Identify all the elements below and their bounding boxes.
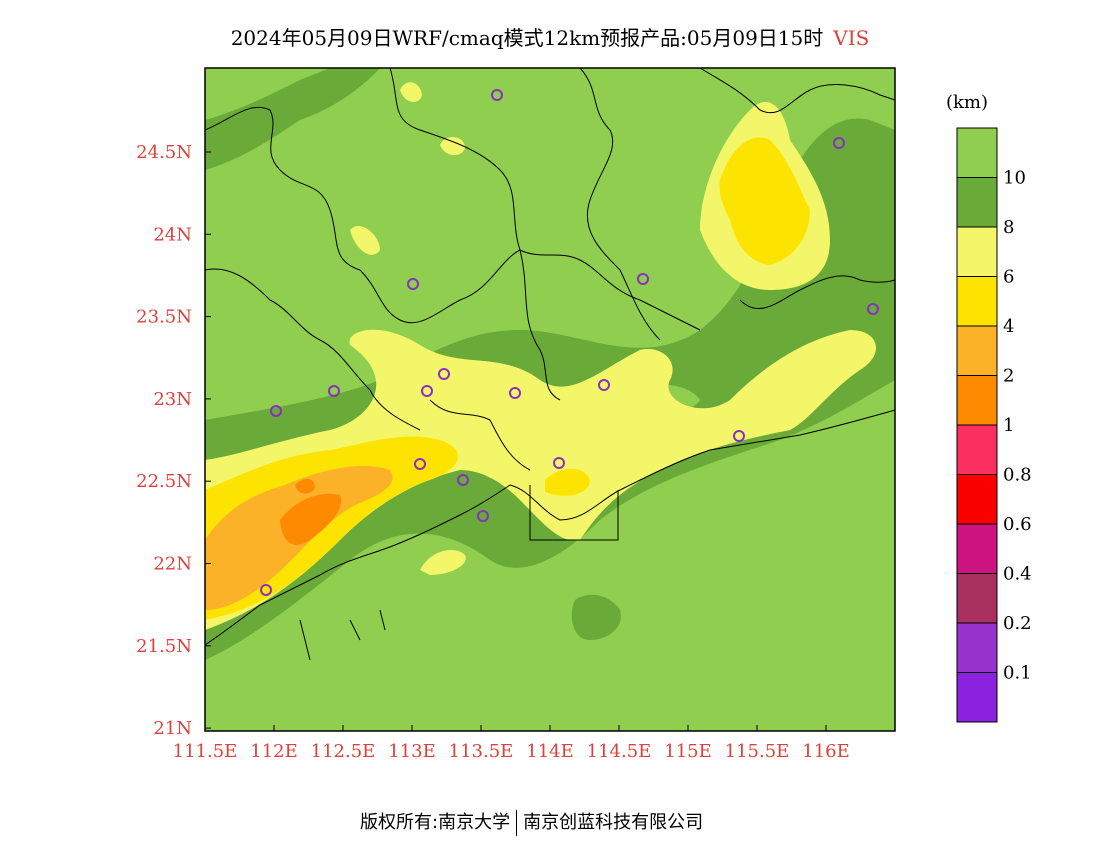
lat-tick-label: 22.5N xyxy=(136,471,192,492)
colorbar-swatch xyxy=(956,226,998,277)
city-marker xyxy=(421,385,433,397)
city-marker xyxy=(637,273,649,285)
colorbar-label: 0.8 xyxy=(1003,465,1032,486)
boundary-line-4 xyxy=(699,67,896,114)
boundary-line-2 xyxy=(389,67,701,331)
colorbar-label: 10 xyxy=(1003,168,1026,189)
lat-tick-label: 21N xyxy=(153,718,192,739)
city-marker xyxy=(457,474,469,486)
lat-tick-label: 21.5N xyxy=(136,636,192,657)
city-marker xyxy=(328,385,340,397)
footer-separator xyxy=(516,810,518,836)
band-8km-offshore xyxy=(571,594,621,640)
colorbar-swatch xyxy=(956,325,998,376)
coastline-main xyxy=(204,409,896,646)
band-1km-small xyxy=(295,478,315,494)
colorbar-swatch xyxy=(956,127,998,178)
lon-tick-label: 116E xyxy=(802,741,850,762)
city-marker xyxy=(491,89,503,101)
admin-boundaries xyxy=(204,67,896,471)
colorbar-swatch xyxy=(956,523,998,574)
colorbar-swatch xyxy=(956,424,998,475)
colorbar-swatch xyxy=(956,177,998,228)
city-marker xyxy=(509,387,521,399)
lat-tick-label: 23.5N xyxy=(136,307,192,328)
band-8km-north xyxy=(205,68,380,170)
boundary-line-6 xyxy=(204,268,421,431)
lon-tick-label: 115E xyxy=(664,741,712,762)
city-marker xyxy=(833,137,845,149)
city-marker xyxy=(407,278,419,290)
boundary-line-5 xyxy=(519,249,561,401)
lat-tick-label: 24.5N xyxy=(136,142,192,163)
footer: 版权所有:南京大学 南京创蓝科技有限公司 xyxy=(360,808,703,836)
colorbar-label: 2 xyxy=(1003,366,1014,387)
legend-unit: (km) xyxy=(946,92,988,113)
colorbar: 10 8 6 4 2 1 0.8 0.6 0.4 0.2 0.1 xyxy=(956,127,1032,723)
title-text: 2024年05月09日WRF/cmaq模式12km预报产品:05月09日15时 xyxy=(230,26,824,50)
lat-tick-label: 23N xyxy=(153,389,192,410)
lon-tick-label: 112E xyxy=(250,741,298,762)
band-4km-center xyxy=(545,468,590,496)
band-4km-east xyxy=(719,137,810,265)
lon-tick-label: 114.5E xyxy=(587,741,652,762)
city-marker xyxy=(867,303,879,315)
band-6km-coast xyxy=(205,329,877,630)
colorbar-swatch xyxy=(956,474,998,525)
lon-tick-label: 114E xyxy=(526,741,574,762)
colorbar-label: 1 xyxy=(1003,415,1014,436)
latitude-axis: 24.5N 24N 23.5N 23N 22.5N 22N 21.5N 21N xyxy=(136,142,211,739)
longitude-axis: 111.5E 112E 112.5E 113E 113.5E 114E 114.5E 115E… xyxy=(173,725,850,762)
visibility-field xyxy=(205,68,895,660)
band-1km xyxy=(280,493,341,545)
colorbar-label: 6 xyxy=(1003,267,1014,288)
hongkong-box xyxy=(529,485,619,541)
colorbar-swatch xyxy=(956,573,998,624)
footer-company: 南京创蓝科技有限公司 xyxy=(523,812,704,833)
colorbar-label: 0.2 xyxy=(1003,613,1032,634)
city-marker xyxy=(733,430,745,442)
variable-name: VIS xyxy=(833,26,870,50)
colorbar-label: 0.4 xyxy=(1003,564,1032,585)
lon-tick-label: 113.5E xyxy=(449,741,514,762)
band-6km-north3 xyxy=(350,225,380,255)
lon-tick-label: 111.5E xyxy=(173,741,238,762)
lat-tick-label: 24N xyxy=(153,224,192,245)
coastline xyxy=(204,409,896,661)
colorbar-swatch xyxy=(956,375,998,426)
footer-copyright: 版权所有:南京大学 xyxy=(360,812,511,833)
colorbar-label: 4 xyxy=(1003,316,1014,337)
boundary-line-1 xyxy=(204,106,521,324)
city-markers xyxy=(260,89,879,596)
city-marker xyxy=(260,584,272,596)
lat-tick-label: 22N xyxy=(153,554,192,575)
city-marker xyxy=(553,457,565,469)
colorbar-swatch xyxy=(956,622,998,673)
lon-tick-label: 115.5E xyxy=(725,741,790,762)
colorbar-label: 0.1 xyxy=(1003,663,1032,684)
coastline-islands xyxy=(299,609,386,661)
city-marker xyxy=(438,368,450,380)
colorbar-label: 8 xyxy=(1003,217,1014,238)
boundary-line-8 xyxy=(429,399,531,471)
city-marker xyxy=(414,458,426,470)
map-title: 2024年05月09日WRF/cmaq模式12km预报产品:05月09日15时 V… xyxy=(0,22,1100,51)
city-marker xyxy=(270,405,282,417)
colorbar-swatch xyxy=(956,276,998,327)
colorbar-label: 0.6 xyxy=(1003,514,1032,535)
lon-tick-label: 113E xyxy=(388,741,436,762)
band-6km-north2 xyxy=(440,137,465,156)
boundary-line-7 xyxy=(739,275,896,310)
colorbar-swatch xyxy=(956,672,998,723)
city-marker xyxy=(598,379,610,391)
band-6km-north1 xyxy=(400,82,422,102)
boundary-line-3 xyxy=(579,67,661,341)
lon-tick-label: 112.5E xyxy=(311,741,376,762)
city-marker xyxy=(477,510,489,522)
band-6km-island xyxy=(420,550,466,575)
